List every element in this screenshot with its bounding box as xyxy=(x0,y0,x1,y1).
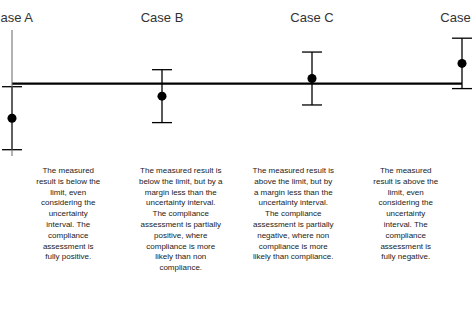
html-text:The measured result is below t: The measured result is below the limit, … xyxy=(36,166,101,262)
svg-text:Case B: Case B xyxy=(141,10,184,25)
html-text:The measured result is above t: The measured result is above the limit, … xyxy=(373,166,439,262)
html-text:The measured result is below t: The measured result is below the limit, … xyxy=(138,166,223,273)
svg-text:Case A: Case A xyxy=(8,10,33,25)
html-text:The measured result is above t: The measured result is above the limit, … xyxy=(252,166,334,262)
svg-text:Case C: Case C xyxy=(290,10,333,25)
svg-text:Case D: Case D xyxy=(440,10,466,25)
